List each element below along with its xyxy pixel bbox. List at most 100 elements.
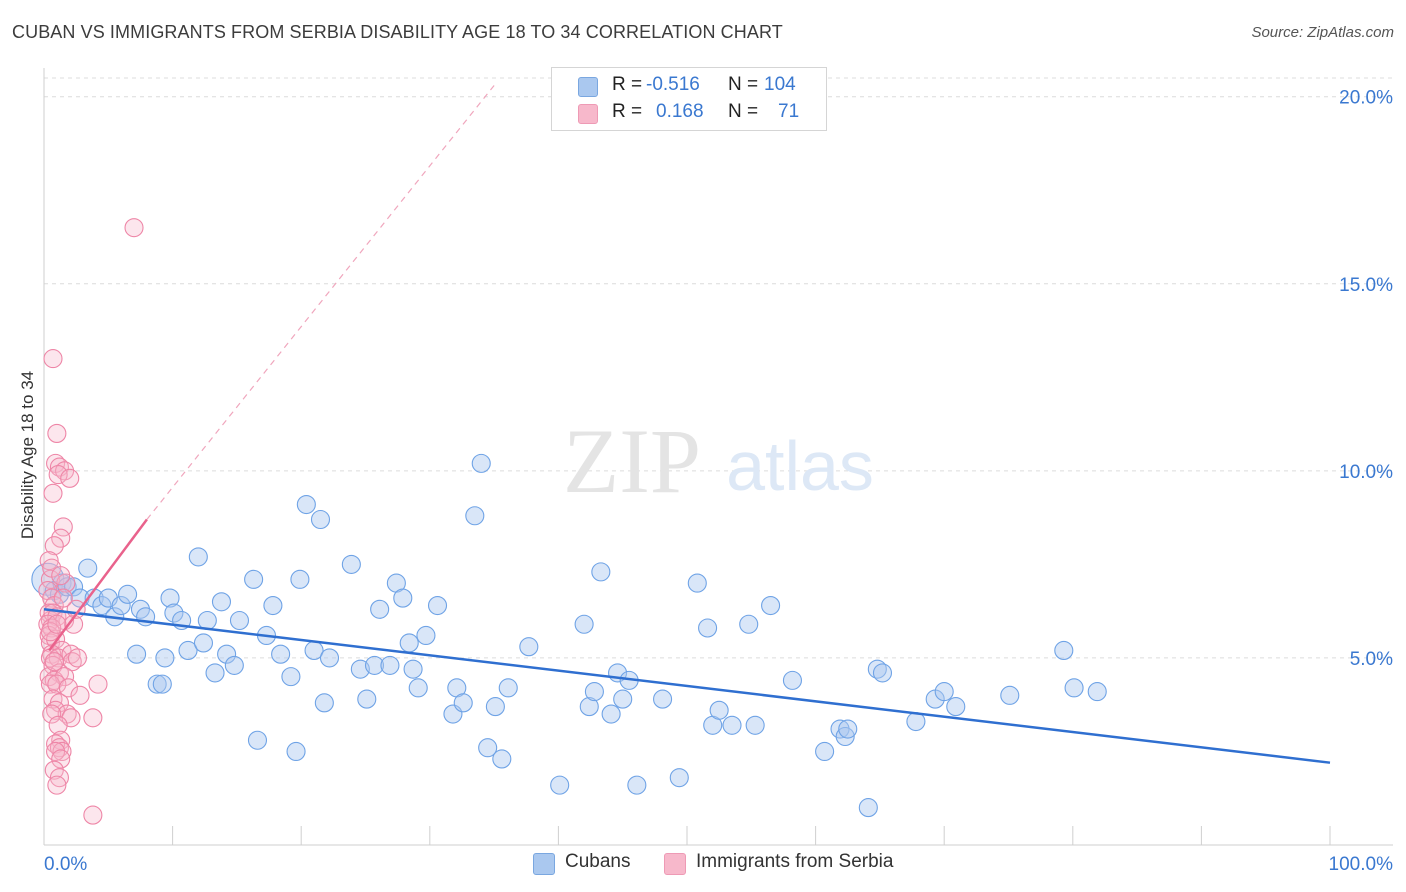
- data-point-serbia: [83, 805, 103, 825]
- data-point-cubans: [709, 700, 729, 720]
- y-tick-labels: 5.0% 10.0% 15.0% 20.0%: [1339, 88, 1393, 670]
- data-point-cubans: [782, 670, 803, 690]
- trend-line-cubans: [43, 608, 1331, 764]
- data-point-cubans: [453, 693, 473, 713]
- data-point-serbia: [60, 468, 80, 488]
- data-point-cubans: [669, 768, 689, 788]
- data-point-cubans: [946, 697, 966, 717]
- data-point-serbia: [49, 768, 69, 788]
- data-point-cubans: [364, 655, 385, 675]
- watermark-zip: ZIP: [563, 410, 701, 512]
- data-point-cubans: [1064, 678, 1084, 698]
- data-point-cubans: [296, 494, 316, 515]
- data-point-cubans: [224, 655, 244, 675]
- data-point-cubans: [591, 562, 611, 582]
- data-point-cubans: [408, 678, 428, 698]
- x-tick-label: 100.0%: [1329, 854, 1394, 875]
- legend-row-cubans: R = -0.516 N = 104: [552, 74, 826, 100]
- data-point-cubans: [574, 614, 594, 634]
- legend-row-serbia: R = 0.168 N = 71: [552, 101, 826, 127]
- y-tick-label: 20.0%: [1339, 88, 1393, 109]
- trend-extension-serbia: [146, 85, 495, 520]
- data-point-cubans: [1087, 682, 1107, 702]
- data-point-serbia: [88, 674, 108, 694]
- data-point-serbia: [43, 603, 63, 623]
- data-point-cubans: [229, 610, 250, 631]
- data-point-cubans: [427, 595, 448, 616]
- data-point-cubans: [867, 659, 887, 679]
- data-point-cubans: [271, 644, 291, 664]
- data-point-serbia: [51, 566, 71, 586]
- data-point-cubans: [152, 674, 172, 694]
- data-point-serbia: [47, 423, 67, 443]
- data-point-cubans: [155, 648, 175, 668]
- data-point-cubans: [350, 659, 370, 679]
- watermark-atlas: atlas: [726, 427, 874, 505]
- data-point-cubans: [835, 726, 855, 747]
- data-point-cubans: [601, 704, 621, 724]
- data-point-cubans: [164, 603, 184, 623]
- data-point-cubans: [858, 798, 878, 818]
- data-point-serbia: [52, 741, 72, 762]
- x-tick-labels: 0.0% 100.0%: [44, 854, 1393, 875]
- data-points: [31, 218, 1107, 825]
- data-point-serbia: [40, 622, 60, 642]
- legend-swatch-cubans: [578, 77, 598, 97]
- data-point-serbia: [124, 218, 144, 238]
- data-point-cubans: [722, 715, 742, 735]
- data-point-cubans: [492, 749, 512, 769]
- data-point-serbia: [39, 551, 59, 571]
- data-point-cubans: [471, 453, 491, 473]
- trend-lines: [43, 85, 1331, 764]
- data-point-serbia: [51, 749, 71, 769]
- data-point-serbia: [44, 536, 64, 556]
- data-point-cubans: [399, 633, 419, 653]
- chart-title: CUBAN VS IMMIGRANTS FROM SERBIA DISABILI…: [12, 22, 783, 42]
- legend-n-value: 71: [778, 101, 800, 122]
- data-point-cubans: [613, 689, 633, 709]
- data-point-serbia: [40, 610, 60, 631]
- legend-n-label: N =: [728, 74, 759, 95]
- data-point-serbia: [47, 674, 67, 694]
- data-point-cubans: [211, 592, 232, 612]
- axes: [43, 68, 1393, 846]
- data-point-serbia: [53, 588, 73, 608]
- data-point-serbia: [64, 614, 84, 634]
- data-point-cubans: [1000, 685, 1020, 705]
- data-point-cubans: [118, 584, 138, 604]
- data-point-serbia: [42, 588, 62, 608]
- data-point-serbia: [39, 667, 59, 687]
- data-point-cubans: [687, 573, 707, 593]
- y-tick-label: 10.0%: [1339, 462, 1393, 483]
- data-point-cubans: [341, 554, 361, 574]
- data-point-serbia: [46, 700, 66, 720]
- legend-label-serbia: Immigrants from Serbia: [696, 851, 894, 872]
- x-tick-label: 0.0%: [44, 854, 87, 875]
- legend-r-label: R =: [612, 101, 643, 122]
- data-point-cubans: [519, 637, 539, 657]
- data-point-cubans: [281, 667, 301, 687]
- data-point-serbia: [40, 674, 60, 694]
- data-point-serbia: [83, 708, 103, 728]
- data-point-cubans: [403, 659, 423, 679]
- data-point-cubans: [127, 644, 147, 664]
- data-point-cubans: [147, 674, 167, 694]
- data-point-cubans: [465, 506, 485, 526]
- data-point-cubans: [193, 633, 214, 653]
- data-point-cubans: [934, 682, 954, 702]
- data-point-cubans: [370, 599, 390, 619]
- grid-lines: [44, 77, 1393, 659]
- data-point-cubans: [319, 648, 340, 668]
- data-point-serbia: [43, 689, 63, 709]
- data-point-cubans: [761, 595, 781, 616]
- data-point-serbia: [47, 775, 67, 795]
- data-point-serbia: [43, 483, 63, 503]
- data-point-cubans: [579, 697, 599, 717]
- data-point-serbia: [47, 614, 67, 634]
- y-tick-label: 5.0%: [1350, 649, 1393, 670]
- legend-r-value: 0.168: [656, 101, 704, 122]
- data-point-cubans: [290, 569, 310, 589]
- data-point-serbia: [67, 648, 87, 668]
- data-point-cubans: [550, 775, 570, 795]
